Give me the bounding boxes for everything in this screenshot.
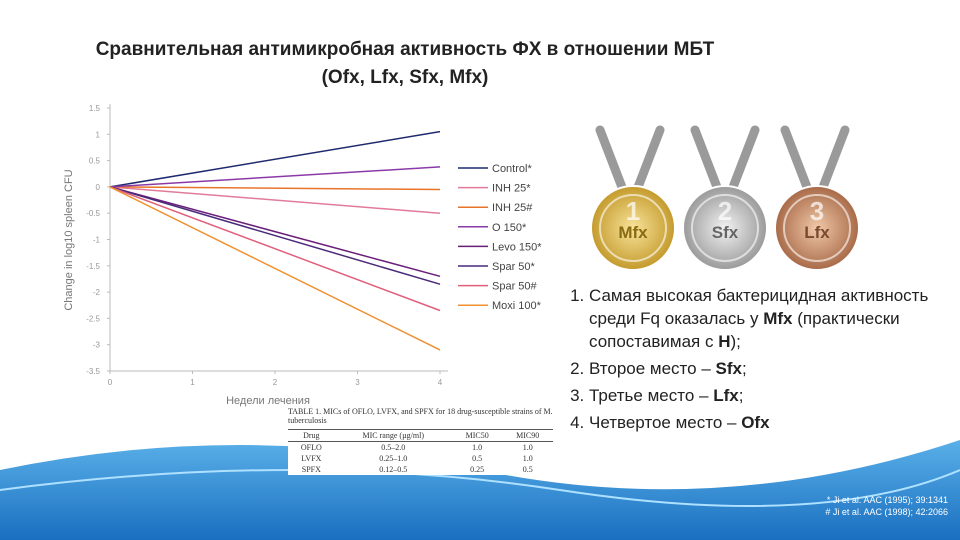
list-text: Второе место – <box>589 359 716 378</box>
x-axis-label: Недели лечения <box>226 395 310 407</box>
legend-label: INH 25* <box>492 183 531 195</box>
y-tick-label: -2 <box>93 288 101 297</box>
table: Drug MIC range (µg/ml) MIC50 MIC90 OFLO 0.5–2… <box>288 429 553 475</box>
medal-rank: 2 <box>718 196 732 226</box>
list-item: Самая высокая бактерицидная активность с… <box>589 284 960 353</box>
y-axis-label: Change in log10 spleen CFU <box>63 169 75 310</box>
medal <box>590 185 676 271</box>
table-row: LVFX 0.25–1.0 0.5 1.0 <box>288 453 553 464</box>
list-text: Sfx <box>715 359 742 378</box>
list-text: (практически сопоставимая с <box>589 309 900 351</box>
table-row: SPFX 0.12–0.5 0.25 0.5 <box>288 464 553 475</box>
title-line: (Ofx, Lfx, Sfx, Mfx) <box>321 67 489 88</box>
mic-table: TABLE 1. MICs of OFLO, LVFX, and SPFX fo… <box>288 407 553 475</box>
legend-label: Control* <box>492 163 532 175</box>
x-tick-label: 2 <box>273 378 278 387</box>
medal-label: Lfx <box>804 223 830 242</box>
table-caption: TABLE 1. MICs of OFLO, LVFX, and SPFX fo… <box>288 407 553 425</box>
y-tick-label: 0.5 <box>89 157 101 166</box>
table-header: MIC range (µg/ml) <box>334 429 452 442</box>
list-text: Третье место – <box>589 386 714 405</box>
table-cell: OFLO <box>300 443 322 452</box>
table-header: Drug <box>288 429 335 442</box>
legend-label: Spar 50* <box>492 261 536 273</box>
series-line <box>109 130 441 188</box>
medal-inner <box>599 194 667 262</box>
x-tick-label: 3 <box>355 378 360 387</box>
list-item: Четвертое место – Ofx <box>589 411 960 434</box>
x-tick-label: 1 <box>190 378 195 387</box>
table-cell: SPFX <box>301 465 321 474</box>
y-tick-label: 1.5 <box>89 104 101 113</box>
series-line <box>109 186 441 191</box>
table-cell: LVFX <box>301 454 322 463</box>
y-tick-label: -0.5 <box>86 209 100 218</box>
legend-label: O 150* <box>492 222 527 234</box>
table-header: MIC90 <box>502 429 553 442</box>
title-line: Сравнительная антимикробная активность Ф… <box>95 39 715 60</box>
footnote: # Ji et al. AAC (1998); 42:2066 <box>825 507 948 517</box>
footnotes: * Ji et al. AAC (1995); 39:1341 # Ji et a… <box>825 494 948 518</box>
findings-list: Самая высокая бактерицидная активность с… <box>563 284 960 438</box>
y-tick-label: 1 <box>96 130 101 139</box>
list-text: Mfx <box>763 309 793 328</box>
series-line <box>109 186 441 285</box>
medal-label: Mfx <box>618 223 648 242</box>
medal-label: Sfx <box>712 223 739 242</box>
list-text: Четвертое место – <box>589 413 742 432</box>
table-cell: 0.5–2.0 <box>381 443 406 452</box>
list-text: Ofx <box>741 413 770 432</box>
table-cell: 1.0 <box>522 454 533 463</box>
legend-label: Spar 50# <box>492 281 538 293</box>
legend-label: Moxi 100* <box>492 300 542 312</box>
series-line <box>109 166 441 188</box>
list-item: Второе место – Sfx; <box>589 357 960 380</box>
table-cell: 1.0 <box>472 443 483 452</box>
legend-label: Levo 150* <box>492 241 542 253</box>
list-text: H <box>718 332 731 351</box>
list-text: Lfx <box>713 386 739 405</box>
legend-label: INH 25# <box>492 202 533 214</box>
table-header: MIC50 <box>451 429 503 442</box>
series-line <box>109 186 441 214</box>
medal <box>682 185 768 271</box>
y-tick-label: -3.5 <box>86 367 100 376</box>
list-text: Самая высокая бактерицидная активность с… <box>589 286 929 328</box>
table-cell: 0.25 <box>470 465 485 474</box>
medal-rank: 1 <box>626 196 640 226</box>
table-cell: 0.12–0.5 <box>379 465 408 474</box>
table-row: OFLO 0.5–2.0 1.0 1.0 <box>288 442 553 454</box>
y-tick-label: -2.5 <box>86 314 100 323</box>
series-line <box>109 186 441 351</box>
medal <box>774 185 860 271</box>
x-tick-label: 4 <box>438 378 443 387</box>
table-cell: 1.0 <box>522 443 533 452</box>
y-tick-label: -1 <box>93 236 101 245</box>
list-text: ); <box>730 332 741 351</box>
table-cell: 0.5 <box>522 465 533 474</box>
table-cell: 0.25–1.0 <box>379 454 408 463</box>
x-tick-label: 0 <box>108 378 113 387</box>
series-line <box>109 186 441 278</box>
y-tick-label: -1.5 <box>86 262 100 271</box>
footnote: * Ji et al. AAC (1995); 39:1341 <box>826 495 948 505</box>
list-item: Третье место – Lfx; <box>589 384 960 407</box>
table-cell: 0.5 <box>472 454 483 463</box>
list-text: ; <box>738 386 744 405</box>
medal-inner <box>783 194 851 262</box>
slide-title: Сравнительная антимикробная активность Ф… <box>60 36 750 92</box>
series-line <box>109 186 441 312</box>
medal-rank: 3 <box>810 196 824 226</box>
medal-inner <box>691 194 759 262</box>
y-tick-label: 0 <box>96 183 101 192</box>
y-tick-label: -3 <box>93 341 101 350</box>
list-text: ; <box>741 359 747 378</box>
wave-line <box>0 469 960 507</box>
wave <box>0 440 960 540</box>
ribbons <box>595 125 850 200</box>
